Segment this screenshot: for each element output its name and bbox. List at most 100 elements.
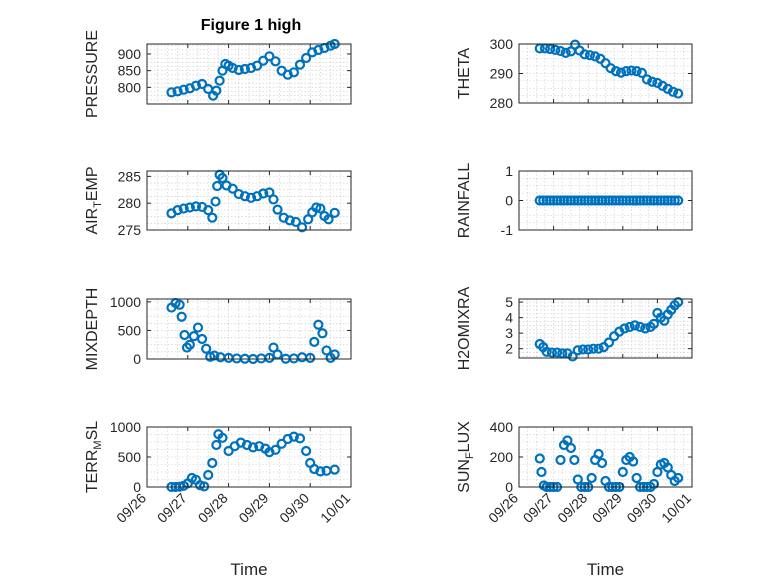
y-axis-label-subscript: T [92, 201, 104, 208]
data-point [233, 64, 244, 76]
data-point [583, 344, 594, 355]
y-tick-label: 280 [490, 95, 514, 111]
data-point [631, 66, 642, 77]
y-tick-label: 280 [118, 195, 142, 211]
data-point [315, 203, 326, 214]
axes-frame [146, 170, 352, 231]
x-axis-label: Time [587, 560, 624, 579]
y-tick-label: 5 [505, 294, 513, 310]
y-tick-label: 1 [505, 163, 513, 179]
subplot-2: 275 280 285 AIRTEMP [84, 166, 352, 238]
data-point [270, 56, 281, 67]
data-point [621, 66, 632, 77]
data-point [288, 67, 299, 78]
data-point [203, 205, 214, 216]
data-point [329, 464, 340, 475]
y-tick-label: 0 [505, 479, 513, 495]
data-point [184, 202, 195, 213]
data-point [233, 188, 244, 200]
subplot-1: 280 290 300 THETA [456, 36, 693, 111]
data-point [545, 43, 556, 55]
subplot-4: 0 500 1000 MIXDEPTH [84, 288, 352, 370]
y-axis-label-base: AIR [84, 208, 101, 235]
data-point [641, 74, 653, 85]
y-axis-label: AIRTEMP [84, 166, 104, 234]
data-point [296, 222, 308, 233]
y-axis-label: SUNFLUX [456, 421, 476, 493]
data-point [239, 63, 251, 75]
data-point [555, 45, 566, 57]
data-point [217, 172, 228, 184]
data-point [174, 299, 185, 310]
data-point [546, 347, 557, 358]
data-point [212, 180, 223, 192]
subplot-3: -1 0 1 RAINFALL [456, 163, 693, 238]
data-point [199, 481, 210, 492]
data-point [617, 466, 628, 478]
data-point [669, 195, 680, 206]
data-point [207, 212, 218, 223]
data-point [245, 192, 257, 203]
data-point [648, 478, 660, 490]
y-tick-label: 0 [133, 351, 141, 367]
y-axis-label-base: TERR [84, 450, 101, 494]
y-tick-label: 800 [118, 79, 142, 95]
y-tick-label: 3 [505, 325, 513, 341]
data-point [201, 343, 212, 354]
data-point [615, 67, 627, 78]
data-point [227, 62, 238, 74]
data-point [323, 214, 334, 225]
x-axis-label: Time [230, 560, 267, 579]
data-point [207, 457, 218, 469]
data-point [190, 80, 202, 91]
y-tick-label: 285 [118, 168, 142, 184]
data-point [577, 344, 589, 355]
y-tick-label: 850 [118, 63, 142, 79]
y-tick-label: 1000 [110, 294, 141, 310]
axes-frame [146, 298, 352, 360]
data-point [667, 86, 679, 97]
data-point [305, 352, 316, 363]
y-axis-label-base: SUN [456, 459, 473, 493]
data-point [588, 343, 599, 354]
y-tick-label: 275 [118, 222, 142, 238]
y-axis-label-suffix: SL [84, 421, 101, 441]
data-point [593, 448, 604, 460]
data-point [301, 445, 312, 457]
data-point [673, 195, 684, 206]
data-point [541, 346, 552, 357]
data-point [557, 348, 568, 359]
y-tick-label: 4 [505, 310, 513, 326]
data-point [619, 323, 630, 334]
data-point [313, 319, 324, 330]
data-point [640, 323, 651, 334]
data-point [536, 466, 547, 478]
data-point [590, 51, 601, 62]
data-point [211, 439, 222, 451]
data-point [284, 215, 295, 226]
data-point [555, 454, 566, 466]
data-point [610, 66, 621, 77]
y-axis-label-base: THETA [456, 48, 473, 100]
y-axis-label: H2OMIXRA [456, 286, 473, 370]
data-point [227, 183, 238, 194]
data-point [626, 65, 637, 76]
data-point [673, 88, 684, 99]
data-point [258, 188, 269, 199]
data-point [309, 336, 320, 347]
axes-frame [518, 298, 693, 359]
data-point [166, 87, 177, 98]
data-point [631, 472, 642, 484]
data-point [596, 457, 608, 469]
data-point [329, 207, 340, 218]
y-tick-label: 2 [505, 341, 513, 357]
data-point [624, 321, 635, 333]
y-axis-label-base: PRESSURE [84, 30, 101, 118]
y-tick-label: -1 [501, 222, 514, 238]
chart-title: Figure 1 high [201, 17, 301, 34]
data-point [600, 58, 611, 69]
data-point [628, 456, 639, 467]
